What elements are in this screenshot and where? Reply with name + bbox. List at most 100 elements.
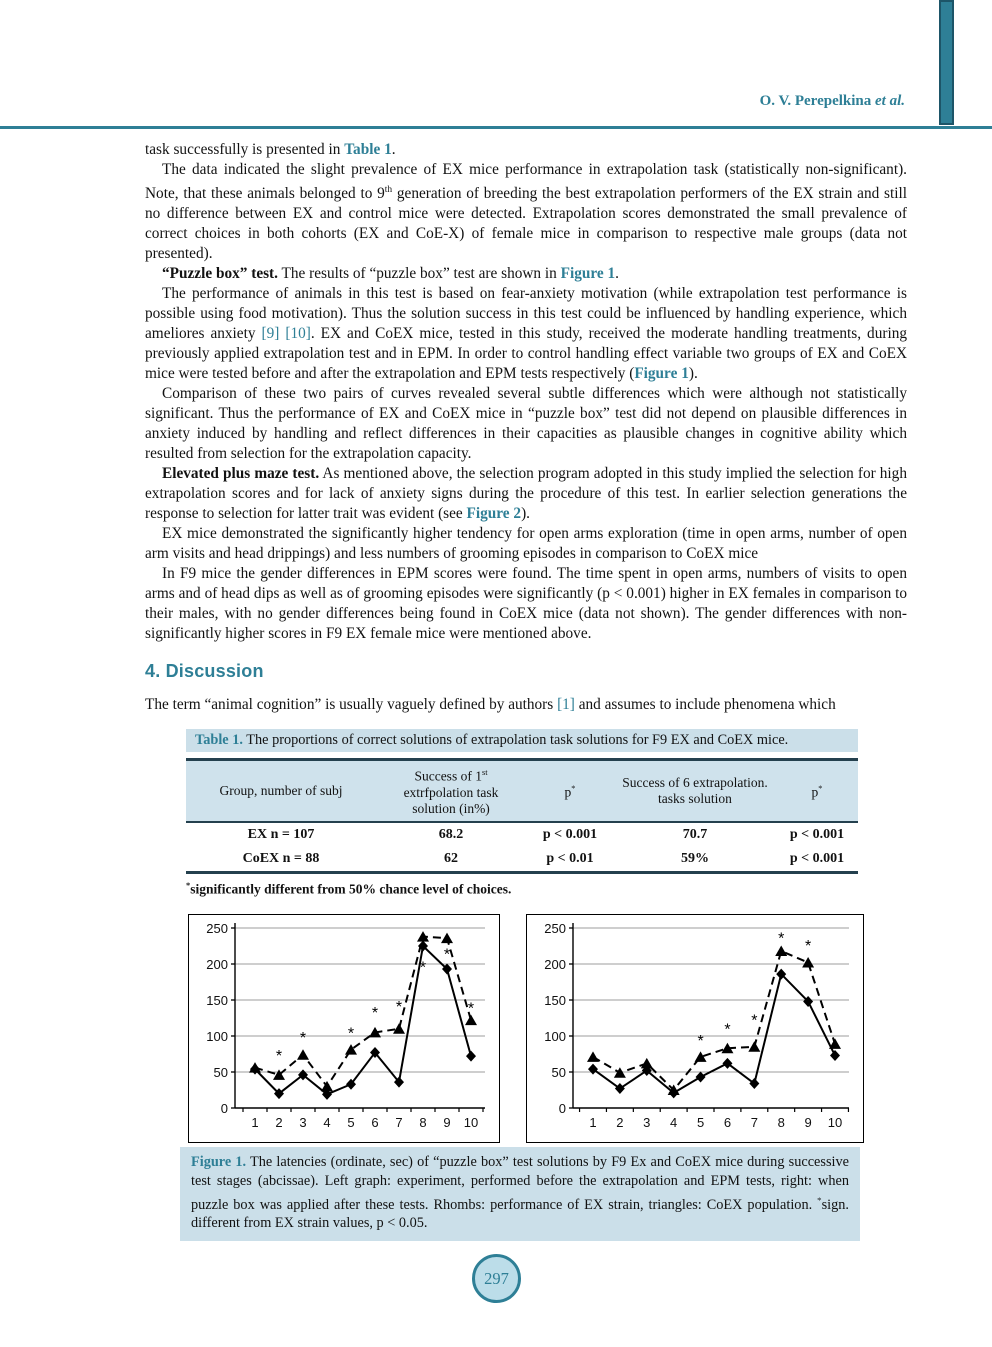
citation-link[interactable]: [10] bbox=[285, 325, 311, 343]
text-segment: As mentioned above, the selection progra… bbox=[145, 465, 907, 523]
text-segment: th bbox=[384, 185, 393, 195]
page-content: task successfully is presented in Table … bbox=[145, 140, 907, 1241]
paragraph: task successfully is presented in Table … bbox=[145, 140, 907, 160]
section-heading: 4. Discussion bbox=[145, 661, 264, 682]
citation-link[interactable]: [9] bbox=[261, 325, 280, 343]
svg-text:9: 9 bbox=[443, 1115, 450, 1130]
table-cell: 59% bbox=[681, 850, 709, 866]
text-segment: The term “animal cognition” is usually v… bbox=[145, 696, 558, 714]
puzzle-box-chart-after: 0 50 100 150 200 250 1 2 3 4 5 6 7 8 9 10 * * * * * bbox=[544, 921, 850, 1130]
paragraph: Elevated plus maze test. As mentioned ab… bbox=[145, 464, 907, 524]
text-segment: In F9 mice the gender differences in EPM… bbox=[145, 565, 907, 643]
text-segment: sign. different from EX strain values, p… bbox=[191, 1196, 849, 1231]
svg-text:1: 1 bbox=[251, 1115, 258, 1130]
cross-reference-link[interactable]: Figure 2 bbox=[466, 505, 522, 523]
svg-text:50: 50 bbox=[214, 1065, 228, 1080]
text-segment: * bbox=[571, 784, 576, 794]
text-segment: * bbox=[818, 784, 823, 794]
citation-link[interactable]: [1] bbox=[557, 696, 575, 714]
running-head-etal: et al. bbox=[875, 93, 905, 109]
svg-text:8: 8 bbox=[419, 1115, 426, 1130]
table-footnote: *significantly different from 50% chance… bbox=[186, 881, 907, 898]
text-segment: The results of “puzzle box” test are sho… bbox=[277, 265, 561, 283]
chart-right-box: 0 50 100 150 200 250 1 2 3 4 5 6 7 8 9 10 * * * * * bbox=[526, 914, 864, 1144]
text-segment: The proportions of correct solutions of … bbox=[242, 732, 789, 749]
table-cell: 62 bbox=[444, 850, 458, 866]
text-segment: Figure 1. bbox=[191, 1154, 247, 1171]
figure1-charts: 0 50 100 150 200 250 1 2 3 4 5 6 7 8 9 10 * * * * * * * * 0 50 10… bbox=[188, 914, 864, 1144]
svg-text:*: * bbox=[372, 1005, 378, 1022]
svg-text:*: * bbox=[697, 1033, 703, 1050]
text-segment: * bbox=[817, 1194, 822, 1205]
text-segment: Elevated plus maze test. bbox=[162, 465, 320, 483]
paragraph: EX mice demonstrated the significantly h… bbox=[145, 524, 907, 564]
paragraph: Comparison of these two pairs of curves … bbox=[145, 384, 907, 464]
svg-text:250: 250 bbox=[206, 921, 228, 936]
text-segment: Success of 1 bbox=[414, 768, 482, 784]
table-header-row: Group, number of subj Success of 1st ext… bbox=[186, 759, 858, 823]
text-segment: and assumes to include phenomena which bbox=[574, 696, 836, 714]
table-row: EX n = 107 68.2 p < 0.001 70.7 p < 0.001 bbox=[186, 822, 858, 847]
svg-text:*: * bbox=[420, 960, 426, 977]
cross-reference-link[interactable]: Figure 1 bbox=[560, 265, 616, 283]
text-segment: Success of 6 extrapolation. tasks soluti… bbox=[622, 774, 768, 806]
svg-text:7: 7 bbox=[751, 1115, 758, 1130]
text-segment: . bbox=[391, 141, 396, 158]
text-segment: * bbox=[186, 880, 191, 890]
table-header-cell: Group, number of subj bbox=[186, 759, 376, 823]
text-segment: “Puzzle box” test. bbox=[162, 265, 278, 283]
svg-text:4: 4 bbox=[323, 1115, 330, 1130]
svg-text:3: 3 bbox=[643, 1115, 650, 1130]
text-segment: significantly different from 50% chance … bbox=[190, 881, 512, 897]
paragraph: “Puzzle box” test. The results of “puzzl… bbox=[145, 264, 907, 284]
svg-text:5: 5 bbox=[697, 1115, 704, 1130]
svg-text:6: 6 bbox=[371, 1115, 378, 1130]
text-segment: The data indicated the slight prevalence… bbox=[145, 161, 907, 203]
paragraph: In F9 mice the gender differences in EPM… bbox=[145, 564, 907, 644]
table-cell: EX n = 107 bbox=[247, 826, 315, 842]
cross-reference-link[interactable]: Figure 1 bbox=[634, 365, 689, 383]
svg-text:200: 200 bbox=[544, 957, 566, 972]
text-segment: generation of breeding the best extrapol… bbox=[145, 185, 907, 263]
table-cell: 70.7 bbox=[682, 826, 708, 842]
svg-text:9: 9 bbox=[804, 1115, 811, 1130]
table-cell: p < 0.001 bbox=[789, 826, 845, 842]
table-header-cell: p* bbox=[526, 759, 614, 823]
svg-text:100: 100 bbox=[544, 1029, 566, 1044]
header-rule bbox=[0, 126, 992, 129]
svg-text:*: * bbox=[724, 1021, 730, 1038]
table-cell: p < 0.001 bbox=[789, 850, 845, 866]
table-header-cell: p* bbox=[776, 759, 858, 823]
svg-text:10: 10 bbox=[464, 1115, 478, 1130]
text-segment: Group, number of subj bbox=[219, 782, 343, 798]
svg-text:*: * bbox=[778, 931, 784, 948]
table1: Group, number of subj Success of 1st ext… bbox=[186, 758, 858, 874]
text-segment: EX mice demonstrated the significantly h… bbox=[145, 525, 907, 563]
svg-text:10: 10 bbox=[828, 1115, 842, 1130]
table-cell: 68.2 bbox=[438, 826, 464, 842]
chart-left-box: 0 50 100 150 200 250 1 2 3 4 5 6 7 8 9 10 * * * * * * * * bbox=[188, 914, 500, 1144]
svg-text:250: 250 bbox=[544, 921, 566, 936]
svg-text:3: 3 bbox=[299, 1115, 306, 1130]
text-segment: ). bbox=[521, 505, 530, 523]
cross-reference-link[interactable]: Table 1 bbox=[344, 141, 392, 158]
svg-text:4: 4 bbox=[670, 1115, 677, 1130]
svg-text:0: 0 bbox=[221, 1101, 228, 1116]
svg-text:2: 2 bbox=[616, 1115, 623, 1130]
table-cell: p < 0.001 bbox=[542, 826, 598, 842]
text-segment: p bbox=[811, 784, 819, 800]
svg-text:150: 150 bbox=[206, 993, 228, 1008]
table-caption: Table 1. The proportions of correct solu… bbox=[186, 729, 858, 753]
svg-text:*: * bbox=[276, 1048, 282, 1065]
text-segment: Table 1. bbox=[195, 732, 243, 749]
table-header-cell: Success of 1st extrfpolation task soluti… bbox=[376, 759, 526, 823]
puzzle-box-chart-before: 0 50 100 150 200 250 1 2 3 4 5 6 7 8 9 10 * * * * * * * * bbox=[206, 921, 485, 1130]
table-row: CoEX n = 88 62 p < 0.01 59% p < 0.001 bbox=[186, 847, 858, 873]
svg-text:8: 8 bbox=[778, 1115, 785, 1130]
svg-text:*: * bbox=[805, 938, 811, 955]
text-segment: . bbox=[615, 265, 619, 283]
svg-text:*: * bbox=[396, 999, 402, 1016]
svg-text:150: 150 bbox=[544, 993, 566, 1008]
page-number: 297 bbox=[484, 1268, 509, 1288]
